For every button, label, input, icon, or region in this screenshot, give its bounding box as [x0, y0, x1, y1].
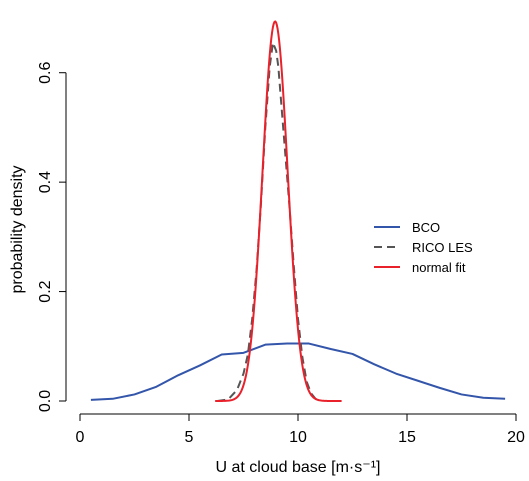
x-tick-label: 5 [185, 429, 194, 446]
series-layer [90, 20, 506, 402]
y-axis-label: probability density [9, 165, 26, 293]
y-tick-label: 0.2 [37, 280, 54, 302]
series-line-rico-les [217, 41, 321, 402]
series-line-bco [90, 342, 506, 401]
axes: 0 5 10 15 20 0.0 0.2 0.4 0.6 [37, 61, 525, 446]
legend: BCO RICO LES normal fit [374, 220, 473, 275]
y-tick-label: 0.4 [37, 171, 54, 193]
x-tick-label: 15 [398, 429, 416, 446]
x-tick-label: 0 [76, 429, 85, 446]
legend-label-rico-les: RICO LES [412, 240, 473, 255]
legend-label-bco: BCO [412, 220, 440, 235]
y-tick-label: 0.0 [37, 390, 54, 412]
y-tick-label: 0.6 [37, 61, 54, 83]
x-axis-label: U at cloud base [m·s⁻¹] [216, 459, 381, 476]
x-tick-label: 10 [289, 429, 307, 446]
x-tick-label: 20 [507, 429, 525, 446]
legend-label-normal-fit: normal fit [412, 260, 466, 275]
series-line-normal-fit [214, 20, 342, 402]
